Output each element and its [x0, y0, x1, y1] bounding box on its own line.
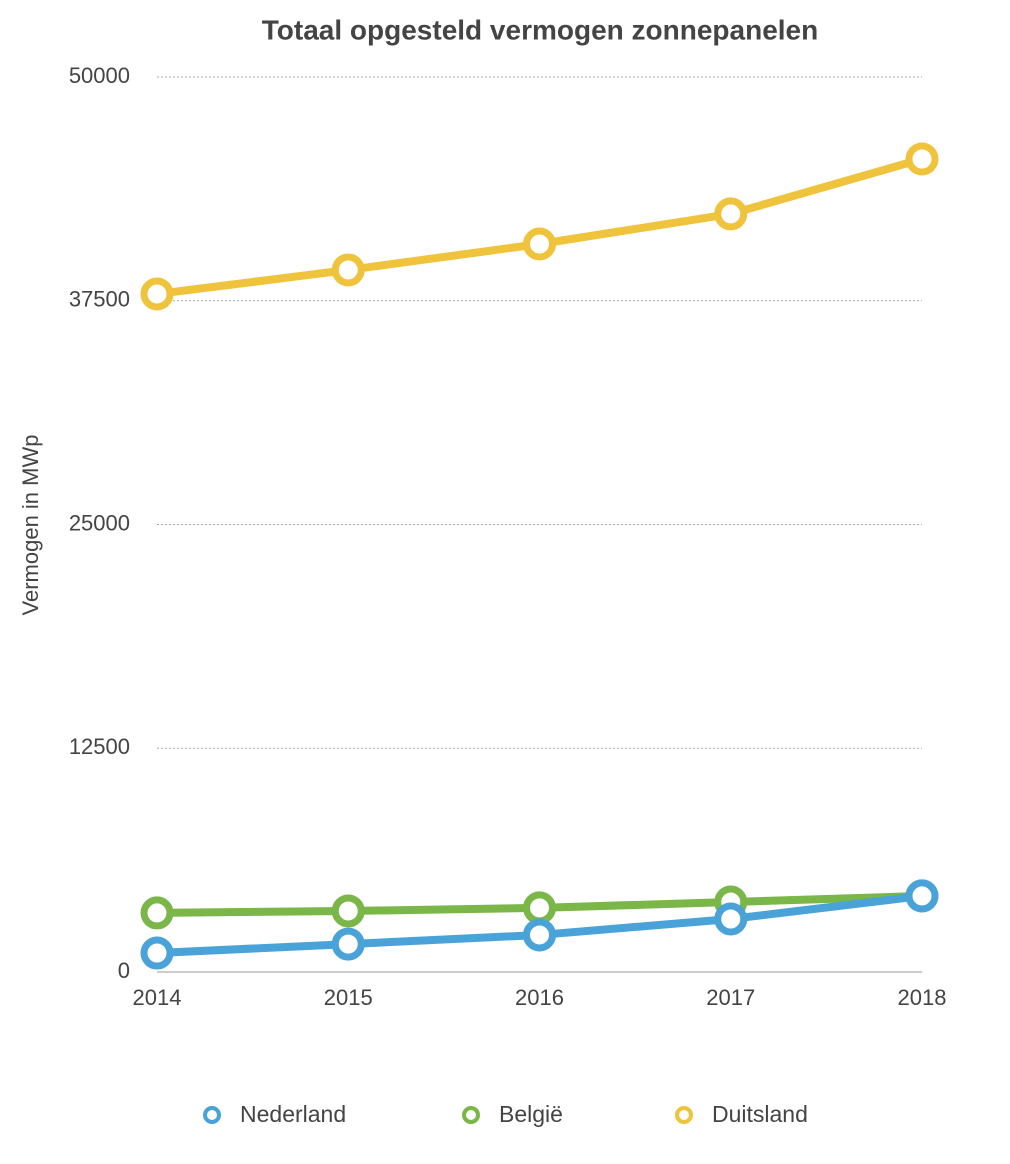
point — [523, 891, 556, 925]
point — [714, 197, 748, 231]
point — [905, 879, 939, 913]
legend-label: Duitsland — [712, 1101, 808, 1127]
y-tick-label: 37500 — [69, 287, 130, 312]
y-tick-label: 50000 — [69, 63, 130, 88]
point — [523, 227, 556, 261]
point — [714, 902, 748, 936]
y-tick-label: 25000 — [69, 510, 130, 535]
y-tick-label: 12500 — [69, 734, 130, 759]
x-tick-label: 2017 — [706, 985, 755, 1010]
y-tick-label: 0 — [118, 958, 130, 983]
point — [140, 277, 174, 311]
x-tick-label: 2015 — [324, 985, 373, 1010]
point — [140, 936, 174, 970]
point — [905, 142, 939, 176]
x-tick-label: 2018 — [898, 985, 947, 1010]
legend-label: België — [499, 1101, 563, 1127]
point — [331, 253, 365, 287]
point — [523, 918, 556, 952]
point — [140, 896, 174, 930]
series-line — [156, 155, 924, 298]
point — [331, 927, 365, 961]
legend-marker — [462, 1106, 480, 1124]
y-axis-label: Vermogen in MWp — [18, 435, 43, 616]
x-tick-label: 2016 — [515, 985, 564, 1010]
legend-marker — [203, 1106, 221, 1124]
point — [331, 894, 365, 928]
legend-marker — [675, 1106, 693, 1124]
legend-label: Nederland — [240, 1101, 346, 1127]
chart-title: Totaal opgesteld vermogen zonnepanelen — [262, 14, 818, 45]
x-tick-label: 2014 — [133, 985, 182, 1010]
